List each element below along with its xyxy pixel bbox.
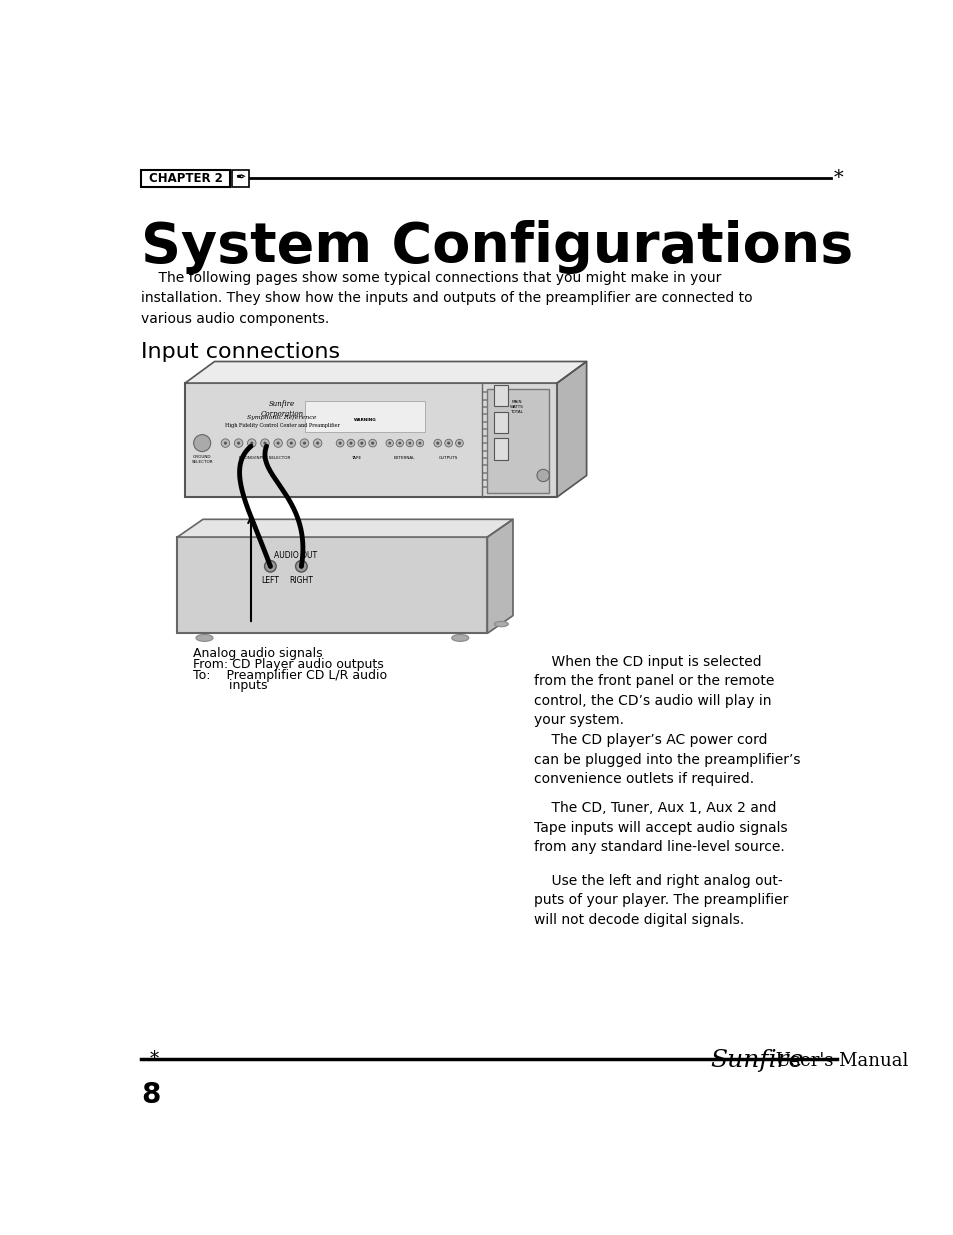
Circle shape: [236, 442, 240, 445]
Circle shape: [456, 440, 463, 447]
Bar: [493, 411, 507, 433]
Text: WARNING: WARNING: [354, 417, 375, 421]
Circle shape: [349, 442, 353, 445]
Text: *: *: [150, 1050, 158, 1068]
Circle shape: [434, 440, 441, 447]
Circle shape: [315, 442, 319, 445]
Ellipse shape: [494, 621, 508, 626]
Polygon shape: [177, 520, 513, 537]
Bar: [493, 438, 507, 461]
Circle shape: [221, 438, 230, 447]
Text: System Configurations: System Configurations: [141, 220, 852, 274]
Bar: [305, 401, 425, 431]
Text: Sunfire
Corporation: Sunfire Corporation: [260, 400, 303, 419]
Circle shape: [371, 442, 374, 445]
Circle shape: [313, 438, 321, 447]
Text: MAIN
WATTS
TOTAL: MAIN WATTS TOTAL: [509, 400, 523, 414]
Circle shape: [447, 442, 450, 445]
Text: When the CD input is selected
from the front panel or the remote
control, the CD: When the CD input is selected from the f…: [534, 655, 774, 727]
Circle shape: [386, 440, 393, 447]
Circle shape: [408, 442, 411, 445]
Bar: [141, 169, 230, 186]
Text: EXTERNAL: EXTERNAL: [394, 456, 415, 461]
Ellipse shape: [452, 635, 468, 641]
Text: High Fidelity Control Center and Preamplifier: High Fidelity Control Center and Preampl…: [224, 424, 339, 429]
Polygon shape: [557, 362, 586, 496]
Circle shape: [395, 440, 403, 447]
Circle shape: [537, 469, 549, 482]
Ellipse shape: [195, 635, 213, 641]
Bar: [493, 384, 507, 406]
Text: From: CD Player audio outputs: From: CD Player audio outputs: [193, 658, 383, 671]
Circle shape: [444, 440, 452, 447]
Circle shape: [398, 442, 401, 445]
Text: Sunfire: Sunfire: [709, 1050, 802, 1072]
Text: GROUND
SELECTOR: GROUND SELECTOR: [192, 454, 213, 463]
Circle shape: [388, 442, 391, 445]
Text: 8: 8: [141, 1081, 160, 1109]
Text: PHONO/INPUT SELECTOR: PHONO/INPUT SELECTOR: [239, 456, 291, 461]
Circle shape: [369, 440, 376, 447]
Circle shape: [338, 442, 341, 445]
Circle shape: [224, 442, 227, 445]
Circle shape: [436, 442, 439, 445]
Circle shape: [274, 438, 282, 447]
Circle shape: [250, 442, 253, 445]
Polygon shape: [487, 520, 513, 634]
Text: Analog audio signals: Analog audio signals: [193, 647, 322, 661]
Text: AUDIO OUT: AUDIO OUT: [274, 551, 317, 559]
Text: Symphonic Reference: Symphonic Reference: [247, 415, 316, 420]
Circle shape: [416, 440, 423, 447]
Text: User's Manual: User's Manual: [769, 1052, 907, 1070]
Circle shape: [290, 442, 293, 445]
Circle shape: [457, 442, 460, 445]
Text: OUTPUTS: OUTPUTS: [438, 456, 457, 461]
Text: ✒: ✒: [234, 172, 245, 185]
Circle shape: [268, 564, 273, 568]
Bar: [232, 169, 249, 186]
Circle shape: [264, 561, 276, 572]
Text: RIGHT: RIGHT: [289, 576, 313, 584]
Circle shape: [247, 438, 255, 447]
Text: TAPE: TAPE: [351, 456, 361, 461]
Circle shape: [360, 442, 363, 445]
Circle shape: [418, 442, 421, 445]
Circle shape: [357, 440, 365, 447]
Circle shape: [193, 435, 211, 452]
Circle shape: [300, 438, 309, 447]
Circle shape: [234, 438, 243, 447]
Text: The following pages show some typical connections that you might make in your
in: The following pages show some typical co…: [141, 272, 752, 326]
Text: The CD player’s AC power cord
can be plugged into the preamplifier’s
convenience: The CD player’s AC power cord can be plu…: [534, 734, 800, 787]
Circle shape: [303, 442, 306, 445]
Polygon shape: [185, 362, 586, 383]
Text: inputs: inputs: [193, 679, 267, 693]
Text: Use the left and right analog out-
puts of your player. The preamplifier
will no: Use the left and right analog out- puts …: [534, 873, 787, 926]
Circle shape: [276, 442, 279, 445]
Text: To:    Preamplifier CD L/R audio: To: Preamplifier CD L/R audio: [193, 668, 387, 682]
Bar: [487, 389, 549, 493]
Text: CHAPTER 2: CHAPTER 2: [149, 172, 222, 185]
Circle shape: [287, 438, 295, 447]
Circle shape: [295, 561, 307, 572]
Text: LEFT: LEFT: [261, 576, 279, 584]
Bar: [185, 383, 557, 496]
Text: Input connections: Input connections: [141, 342, 339, 362]
Circle shape: [298, 564, 303, 568]
Circle shape: [406, 440, 414, 447]
Circle shape: [347, 440, 355, 447]
Circle shape: [335, 440, 344, 447]
Circle shape: [263, 442, 266, 445]
Text: *: *: [833, 169, 842, 188]
Text: The CD, Tuner, Aux 1, Aux 2 and
Tape inputs will accept audio signals
from any s: The CD, Tuner, Aux 1, Aux 2 and Tape inp…: [534, 802, 786, 855]
Bar: [177, 537, 487, 634]
Circle shape: [260, 438, 269, 447]
